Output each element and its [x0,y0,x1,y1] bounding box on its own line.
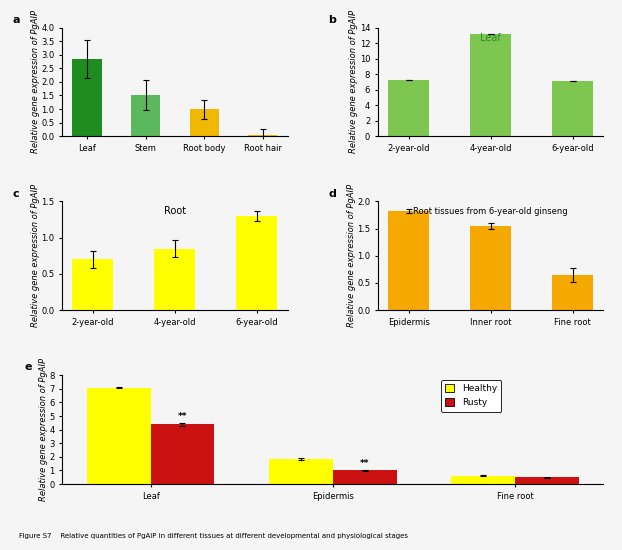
Y-axis label: Relative gene expression of PgAIP: Relative gene expression of PgAIP [31,184,40,327]
Text: Figure S7    Relative quantities of PgAIP in different tissues at different deve: Figure S7 Relative quantities of PgAIP i… [19,533,407,539]
Y-axis label: Relative gene expression of PgAIP: Relative gene expression of PgAIP [350,10,358,153]
Bar [248,135,277,136]
Bar [451,476,515,484]
Bar [269,459,333,484]
Bar [388,211,429,310]
Text: Root tissues from 6-year-old ginseng: Root tissues from 6-year-old ginseng [413,207,568,217]
Text: e: e [24,362,32,372]
Bar [151,424,215,484]
Bar [470,226,511,310]
Bar [190,109,219,136]
Bar [333,470,397,484]
Bar [72,260,113,310]
Y-axis label: Relative gene expression of PgAIP: Relative gene expression of PgAIP [346,184,356,327]
Bar [470,35,511,136]
Legend: Healthy, Rusty: Healthy, Rusty [441,380,501,411]
Text: **: ** [360,459,369,468]
Bar [131,96,160,136]
Text: **: ** [178,412,187,421]
Bar [72,59,102,136]
Y-axis label: Relative gene expression of PgAIP: Relative gene expression of PgAIP [31,10,40,153]
Bar [515,477,578,484]
Text: b: b [328,15,336,25]
Bar [388,80,429,136]
Bar [154,249,195,310]
Text: Root: Root [164,206,186,217]
Bar [87,388,151,484]
Bar [552,81,593,136]
Text: d: d [328,189,336,199]
Y-axis label: Relative gene expression of PgAIP: Relative gene expression of PgAIP [39,358,48,501]
Bar [552,275,593,310]
Text: a: a [12,15,20,25]
Bar [236,216,277,310]
Text: c: c [12,189,19,199]
Text: Leaf: Leaf [480,32,501,42]
